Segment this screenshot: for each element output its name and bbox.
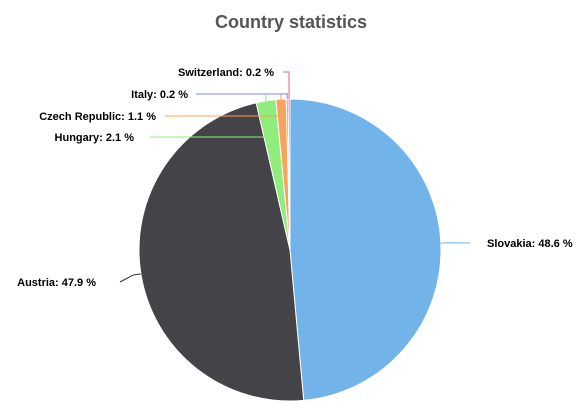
label-connectors <box>119 71 471 283</box>
pie-slice-austria[interactable] <box>138 102 305 402</box>
pie-slices <box>138 98 442 402</box>
label-hungary: Hungary: 2.1 % <box>55 132 135 144</box>
label-czech-republic: Czech Republic: 1.1 % <box>39 111 156 123</box>
connector-czech-republic <box>165 93 282 117</box>
slice-labels: Slovakia: 48.6 % Austria: 47.9 % Hungary: … <box>17 67 573 289</box>
connector-switzerland <box>283 71 290 100</box>
label-austria: Austria: 47.9 % <box>17 277 96 289</box>
chart-title: Country statistics <box>215 12 367 32</box>
label-switzerland: Switzerland: 0.2 % <box>178 67 274 79</box>
label-slovakia: Slovakia: 48.6 % <box>487 238 573 250</box>
pie-slice-slovakia[interactable] <box>289 98 442 401</box>
connector-austria <box>119 273 141 283</box>
connector-italy <box>196 92 288 100</box>
label-italy: Italy: 0.2 % <box>131 89 188 101</box>
